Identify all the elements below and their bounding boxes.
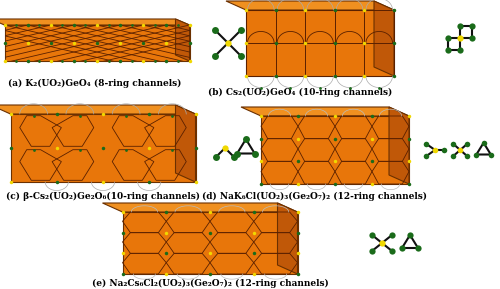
Polygon shape bbox=[10, 114, 196, 182]
Polygon shape bbox=[246, 10, 394, 76]
Polygon shape bbox=[4, 25, 190, 61]
Polygon shape bbox=[278, 203, 297, 274]
Polygon shape bbox=[122, 212, 298, 274]
Polygon shape bbox=[176, 105, 196, 182]
Polygon shape bbox=[0, 105, 196, 114]
Text: (a) K₂(UO₂)GeO₄ (8-ring channels): (a) K₂(UO₂)GeO₄ (8-ring channels) bbox=[8, 79, 182, 88]
Polygon shape bbox=[389, 107, 409, 184]
Text: (d) NaK₆Cl(UO₂)₃(Ge₂O₇)₂ (12-ring channels): (d) NaK₆Cl(UO₂)₃(Ge₂O₇)₂ (12-ring channe… bbox=[202, 192, 428, 201]
Polygon shape bbox=[241, 107, 409, 116]
Text: (b) Cs₂(UO₂)GeO₄ (10-ring channels): (b) Cs₂(UO₂)GeO₄ (10-ring channels) bbox=[208, 88, 392, 97]
Polygon shape bbox=[261, 116, 409, 184]
Polygon shape bbox=[176, 19, 190, 61]
Polygon shape bbox=[102, 203, 298, 212]
Text: (c) β-Cs₂(UO₂)Ge₂O₆(10-ring channels): (c) β-Cs₂(UO₂)Ge₂O₆(10-ring channels) bbox=[6, 192, 200, 201]
Polygon shape bbox=[0, 19, 190, 25]
Polygon shape bbox=[374, 1, 394, 76]
Polygon shape bbox=[226, 1, 394, 10]
Text: (e) Na₂Cs₆Cl₂(UO₂)₃(Ge₂O₇)₂ (12-ring channels): (e) Na₂Cs₆Cl₂(UO₂)₃(Ge₂O₇)₂ (12-ring cha… bbox=[92, 279, 328, 288]
